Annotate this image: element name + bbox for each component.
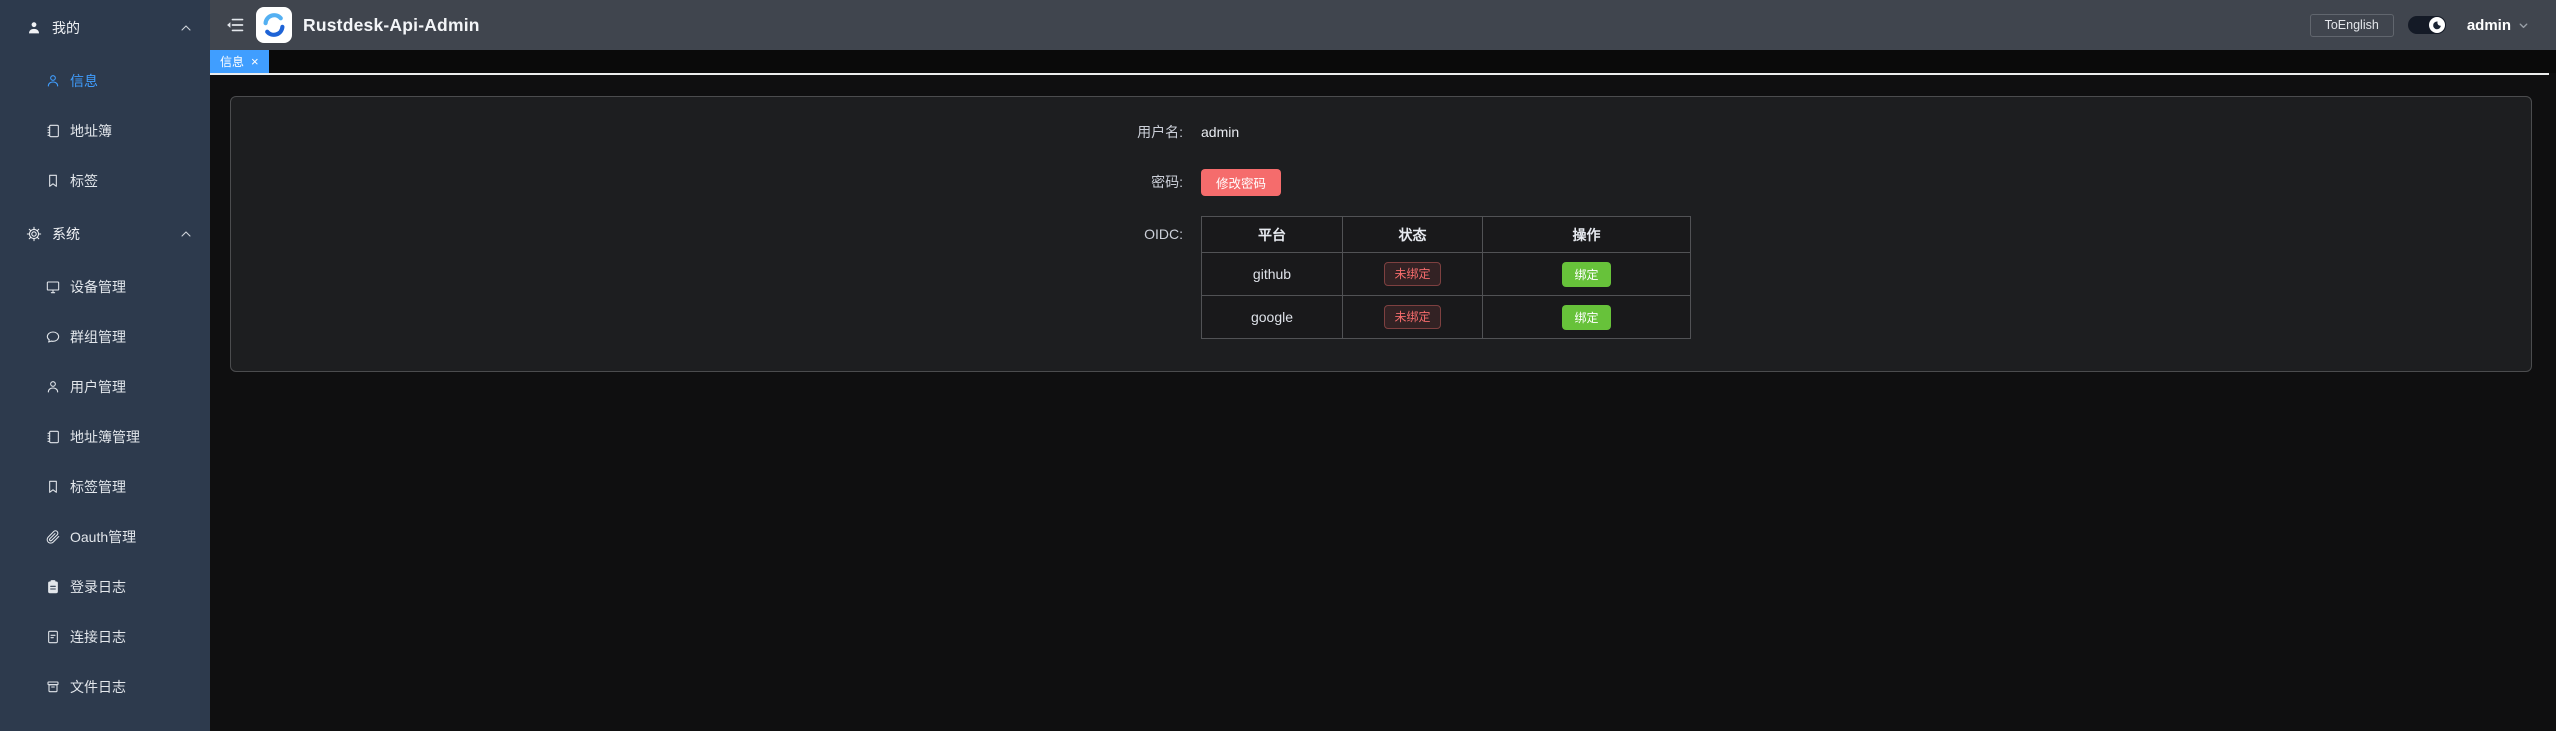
sidebar-item-oauth-management[interactable]: Oauth管理 [0,512,210,562]
oidc-table-row: github 未绑定 绑定 [1201,252,1691,296]
bookmark-icon [45,479,61,495]
sidebar-item-login-logs[interactable]: 登录日志 [0,562,210,612]
tab-bar: 信息 × [210,50,2556,73]
oidc-table-header-row: 平台 状态 操作 [1201,216,1691,253]
gear-icon [26,226,42,242]
chevron-up-icon [178,20,194,36]
platform-cell: google [1201,295,1343,339]
sidebar-item-label: Oauth管理 [70,529,137,545]
oidc-table: 平台 状态 操作 github 未绑定 绑定 google 未绑定 绑定 [1201,216,1691,339]
chevron-up-icon [178,226,194,242]
oidc-label: OIDC: [1144,226,1183,242]
notebook-icon [45,123,61,139]
bind-button[interactable]: 绑定 [1562,304,1611,330]
moon-icon [2428,17,2445,33]
username: admin [2466,16,2511,34]
sidebar: 我的信息地址簿标签系统设备管理群组管理用户管理地址簿管理标签管理 Oauth管理登… [0,0,210,731]
app-title: Rustdesk-Api-Admin [303,14,480,35]
status-cell: 未绑定 [1342,295,1483,339]
profile-card: 用户名: admin 密码: 修改密码 OIDC: [230,96,2532,372]
paperclip-icon [45,529,61,545]
oidc-table-row: google 未绑定 绑定 [1201,295,1691,339]
chevron-down-icon [2517,19,2530,32]
sidebar-item-label: 登录日志 [70,579,126,595]
main-content: 用户名: admin 密码: 修改密码 OIDC: [210,75,2556,731]
bind-button[interactable]: 绑定 [1562,261,1611,287]
tab-info[interactable]: 信息 × [210,50,269,73]
username-value: admin [1201,124,1240,140]
sidebar-section-my[interactable]: 我的 [0,0,210,56]
main-column: Rustdesk-Api-Admin ToEnglish admin 信息 [210,0,2556,731]
tab-divider [210,73,2549,75]
archive-icon [45,679,61,695]
sidebar-item-label: 地址簿管理 [70,429,140,445]
sidebar-item-label: 标签管理 [70,479,126,495]
to-english-button[interactable]: ToEnglish [2309,13,2394,37]
status-badge: 未绑定 [1384,262,1441,286]
username-label: 用户名: [1137,124,1183,140]
action-cell: 绑定 [1482,252,1691,296]
chat-icon [45,329,61,345]
sidebar-section-system[interactable]: 系统 [0,206,210,262]
user-menu[interactable]: admin [2467,17,2530,34]
sidebar-item-label: 设备管理 [70,279,126,295]
sidebar-item-device-management[interactable]: 设备管理 [0,262,210,312]
platform-header: 平台 [1201,216,1343,253]
rustdesk-logo-icon [256,7,292,43]
oidc-row: OIDC: 平台 状态 操作 github 未绑定 绑定 google 未绑定 绑定 [231,216,2531,339]
close-tab-icon[interactable]: × [251,54,259,69]
user-filled-icon [26,20,42,36]
status-header: 状态 [1342,216,1483,253]
profile-form: 用户名: admin 密码: 修改密码 OIDC: [231,97,2531,339]
action-header: 操作 [1482,216,1691,253]
user-icon [45,379,61,395]
bookmark-icon [45,173,61,189]
sidebar-item-tags[interactable]: 标签 [0,156,210,206]
status-badge: 未绑定 [1384,305,1441,329]
platform-cell: github [1201,252,1343,296]
sidebar-item-group-management[interactable]: 群组管理 [0,312,210,362]
top-header: Rustdesk-Api-Admin ToEnglish admin [210,0,2556,50]
sidebar-item-file-logs[interactable]: 文件日志 [0,662,210,712]
sidebar-item-tag-management[interactable]: 标签管理 [0,462,210,512]
sidebar-item-label: 连接日志 [70,629,126,645]
password-row: 密码: 修改密码 [231,166,2531,198]
sidebar-item-info[interactable]: 信息 [0,56,210,106]
sidebar-item-label: 标签 [70,173,98,189]
theme-toggle[interactable] [2407,16,2446,34]
user-icon [45,73,61,89]
sidebar-item-label: 文件日志 [70,679,126,695]
sidebar-item-connection-logs[interactable]: 连接日志 [0,612,210,662]
sidebar-item-address-book[interactable]: 地址簿 [0,106,210,156]
sidebar-item-address-book-management[interactable]: 地址簿管理 [0,412,210,462]
collapse-sidebar-icon[interactable] [225,15,245,35]
action-cell: 绑定 [1482,295,1691,339]
username-row: 用户名: admin [231,116,2531,148]
sidebar-item-user-management[interactable]: 用户管理 [0,362,210,412]
notebook-icon [45,429,61,445]
monitor-icon [45,279,61,295]
clipboard-icon [45,579,61,595]
sidebar-section-label: 系统 [52,226,80,242]
change-password-button[interactable]: 修改密码 [1201,168,1282,196]
sidebar-item-label: 用户管理 [70,379,126,395]
sidebar-item-label: 信息 [70,73,98,89]
password-label: 密码: [1151,174,1183,190]
status-cell: 未绑定 [1342,252,1483,296]
sidebar-section-label: 我的 [52,20,80,36]
tab-label: 信息 [220,55,245,69]
document-icon [45,629,61,645]
sidebar-item-label: 地址簿 [70,123,112,139]
sidebar-item-label: 群组管理 [70,329,126,345]
